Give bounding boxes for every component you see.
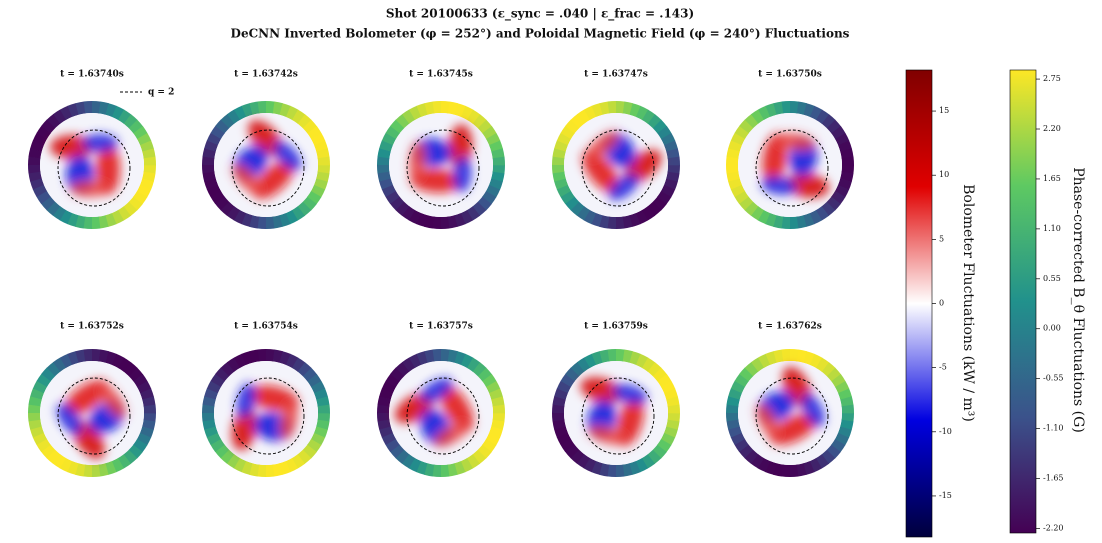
panels: t = 1.63740s t = 1.63742s t = 1.63745s t = … <box>28 70 854 478</box>
tick-label: -1.10 <box>1043 424 1064 433</box>
panel <box>202 101 330 229</box>
panel <box>202 349 330 477</box>
panel <box>726 349 854 477</box>
tick-label: 10 <box>939 170 949 179</box>
tick-label: 0.00 <box>1043 324 1061 333</box>
colorbar-label: Phase-corrected B_θ Fluctuations (G) <box>1070 167 1086 433</box>
panel <box>28 349 156 477</box>
colorbar-bolometer <box>906 70 932 537</box>
tick-label: 5 <box>939 234 944 243</box>
panel-title: t = 1.63742s <box>234 70 298 80</box>
panel-title: t = 1.63762s <box>758 322 822 332</box>
panel-title: t = 1.63759s <box>584 322 648 332</box>
tick-label: 1.10 <box>1043 224 1061 233</box>
tick-label: -15 <box>939 491 952 500</box>
tick-label: 0.55 <box>1043 274 1061 283</box>
tick-label: -10 <box>939 427 952 436</box>
blob <box>70 181 110 197</box>
panel <box>377 349 505 477</box>
tick-label: -5 <box>939 363 947 372</box>
panel <box>552 101 680 229</box>
panel-title: t = 1.63757s <box>409 322 473 332</box>
tick-label: -1.65 <box>1043 474 1064 483</box>
figure: Shot 20100633 (ε_sync = .040 | ε_frac = … <box>0 0 1102 543</box>
panel-title: t = 1.63752s <box>60 322 124 332</box>
panel-title: t = 1.63750s <box>758 70 822 80</box>
tick-label: 2.75 <box>1043 74 1061 83</box>
panel-title: t = 1.63740s <box>60 70 124 80</box>
colorbar-label: Bolometer Fluctuations (kW / m³) <box>960 184 976 422</box>
panel <box>552 349 680 477</box>
colorbar-phase <box>1010 70 1036 533</box>
tick-label: 15 <box>939 106 949 115</box>
panel <box>28 101 156 229</box>
panel <box>726 101 854 229</box>
title: Shot 20100633 (ε_sync = .040 | ε_frac = … <box>386 7 694 22</box>
tick-label: 2.20 <box>1043 124 1061 133</box>
panel-title: t = 1.63747s <box>584 70 648 80</box>
tick-label: 0 <box>939 299 944 308</box>
panel-title: t = 1.63754s <box>234 322 298 332</box>
tick-label: -0.55 <box>1043 374 1064 383</box>
tick-label: 1.65 <box>1043 174 1061 183</box>
panel-title: t = 1.63745s <box>409 70 473 80</box>
blob <box>82 134 118 152</box>
legend-label: q = 2 <box>148 88 174 98</box>
subtitle: DeCNN Inverted Bolometer (φ = 252°) and … <box>231 27 850 41</box>
tick-label: -2.20 <box>1043 523 1064 532</box>
panel <box>377 101 505 229</box>
